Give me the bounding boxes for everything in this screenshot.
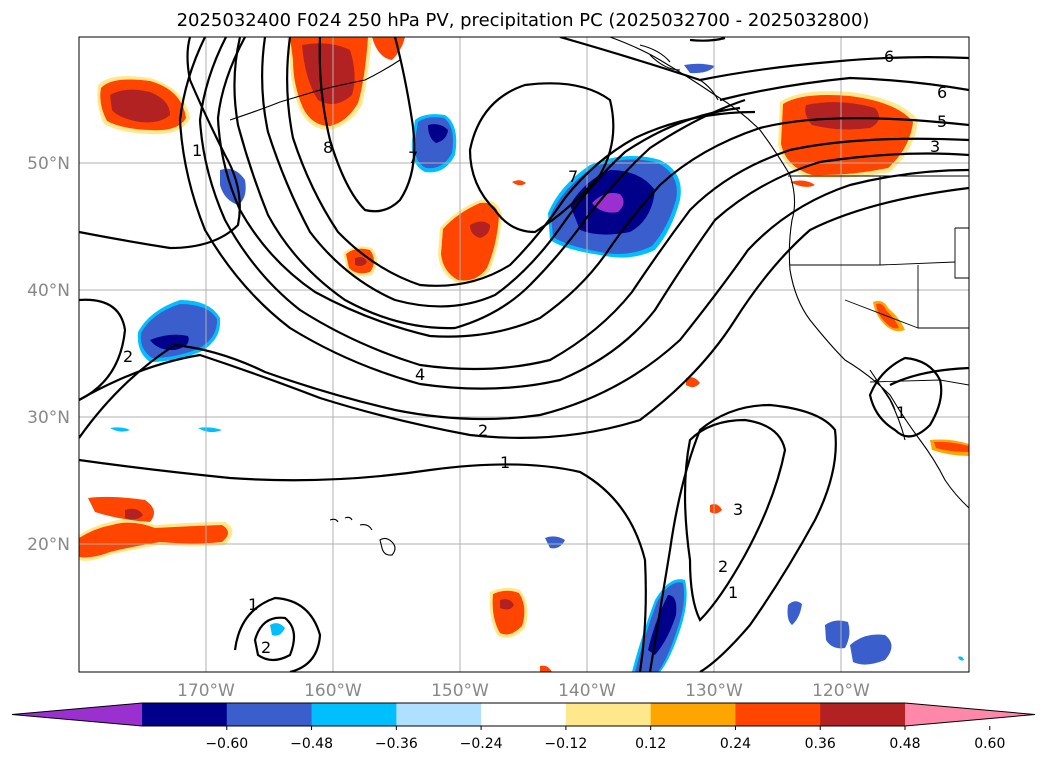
colorbar: [11, 702, 1036, 727]
contour-label: 2: [123, 347, 133, 366]
lon-label: 140°W: [558, 681, 616, 701]
lon-label: 130°W: [685, 681, 743, 701]
colorbar-tick-label: 0.48: [889, 736, 920, 752]
lon-labels: 170°W 160°W 150°W 140°W 130°W 120°W: [177, 681, 870, 701]
colorbar-tick-label: −0.48: [290, 736, 333, 752]
colorbar-tick-label: 0.12: [635, 736, 666, 752]
contour-label: 1: [896, 403, 906, 422]
lon-label: 170°W: [177, 681, 235, 701]
precip-negative-west: [137, 63, 715, 362]
precip-negative-south: [110, 427, 964, 672]
contour-label: 1: [500, 453, 510, 472]
colorbar-extend-high: [905, 703, 1035, 726]
lat-label: 20°N: [27, 535, 70, 555]
contour-label: 6: [937, 83, 947, 102]
contour-label: 8: [323, 138, 333, 157]
precip-positive-nw: [97, 76, 190, 135]
colorbar-segment: [226, 703, 313, 726]
colorbar-extend-low: [12, 703, 142, 726]
contour-label: 3: [733, 500, 743, 519]
colorbar-segment: [820, 703, 906, 726]
contour-label: 4: [415, 365, 425, 384]
colorbar-outline: [11, 702, 1036, 727]
colorbar-segment: [311, 703, 397, 726]
lat-label: 30°N: [27, 408, 70, 428]
contour-label: 3: [930, 137, 940, 156]
lon-label: 120°W: [812, 681, 870, 701]
colorbar-tick-label: 0.24: [720, 736, 751, 752]
lat-label: 40°N: [27, 281, 70, 301]
colorbar-tick-label: 0.60: [974, 736, 1005, 752]
contour-label: 1: [192, 141, 202, 160]
pv-contour-labels: 1 8 7 6 6 5 3 7 2 4 2 1 3 2 1 1 2 1: [123, 47, 947, 657]
map-title: 2025032400 F024 250 hPa PV, precipitatio…: [177, 10, 870, 31]
colorbar-tick-label: −0.24: [460, 736, 503, 752]
contour-label: 7: [408, 148, 418, 167]
colorbar-tick-label: −0.12: [544, 736, 587, 752]
map-frame: [78, 36, 970, 673]
colorbar-segment: [481, 703, 567, 726]
precip-positive-central: [343, 180, 526, 284]
precip-positive-southwest: [79, 496, 552, 672]
colorbar-segment: [565, 703, 652, 726]
precip-negative-gulf: [548, 156, 681, 258]
coastlines: [229, 37, 969, 556]
colorbar-segment: [650, 703, 736, 726]
pv-contours: [79, 37, 969, 672]
colorbar-tick-label: −0.60: [205, 736, 248, 752]
precip-field: [79, 37, 969, 672]
contour-label: 6: [884, 47, 894, 66]
contour-label: 1: [248, 595, 258, 614]
precip-positive-canada: [778, 91, 918, 187]
colorbar-tick-label: 0.36: [805, 736, 836, 752]
lon-label: 150°W: [431, 681, 489, 701]
colorbar-ticks: −0.60 −0.48 −0.36 −0.24 −0.12 0.12 0.24 0.36 0.4…: [205, 726, 1005, 752]
lat-label: 50°N: [27, 154, 70, 174]
colorbar-segment: [396, 703, 482, 726]
hawaii: [329, 516, 396, 556]
colorbar-segment: [735, 703, 821, 726]
lat-labels: 50°N 40°N 30°N 20°N: [27, 154, 70, 555]
contour-label: 1: [728, 583, 738, 602]
colorbar-tick-label: −0.36: [375, 736, 418, 752]
contour-label: 7: [568, 167, 578, 186]
contour-label: 2: [718, 557, 728, 576]
colorbar-segment: [142, 703, 228, 726]
contour-label: 2: [478, 421, 488, 440]
contour-label: 2: [261, 638, 271, 657]
lon-label: 160°W: [304, 681, 362, 701]
political-borders: [788, 175, 969, 386]
contour-label: 5: [937, 112, 947, 131]
map-content: 1 8 7 6 6 5 3 7 2 4 2 1 3 2 1 1 2 1: [79, 37, 969, 672]
